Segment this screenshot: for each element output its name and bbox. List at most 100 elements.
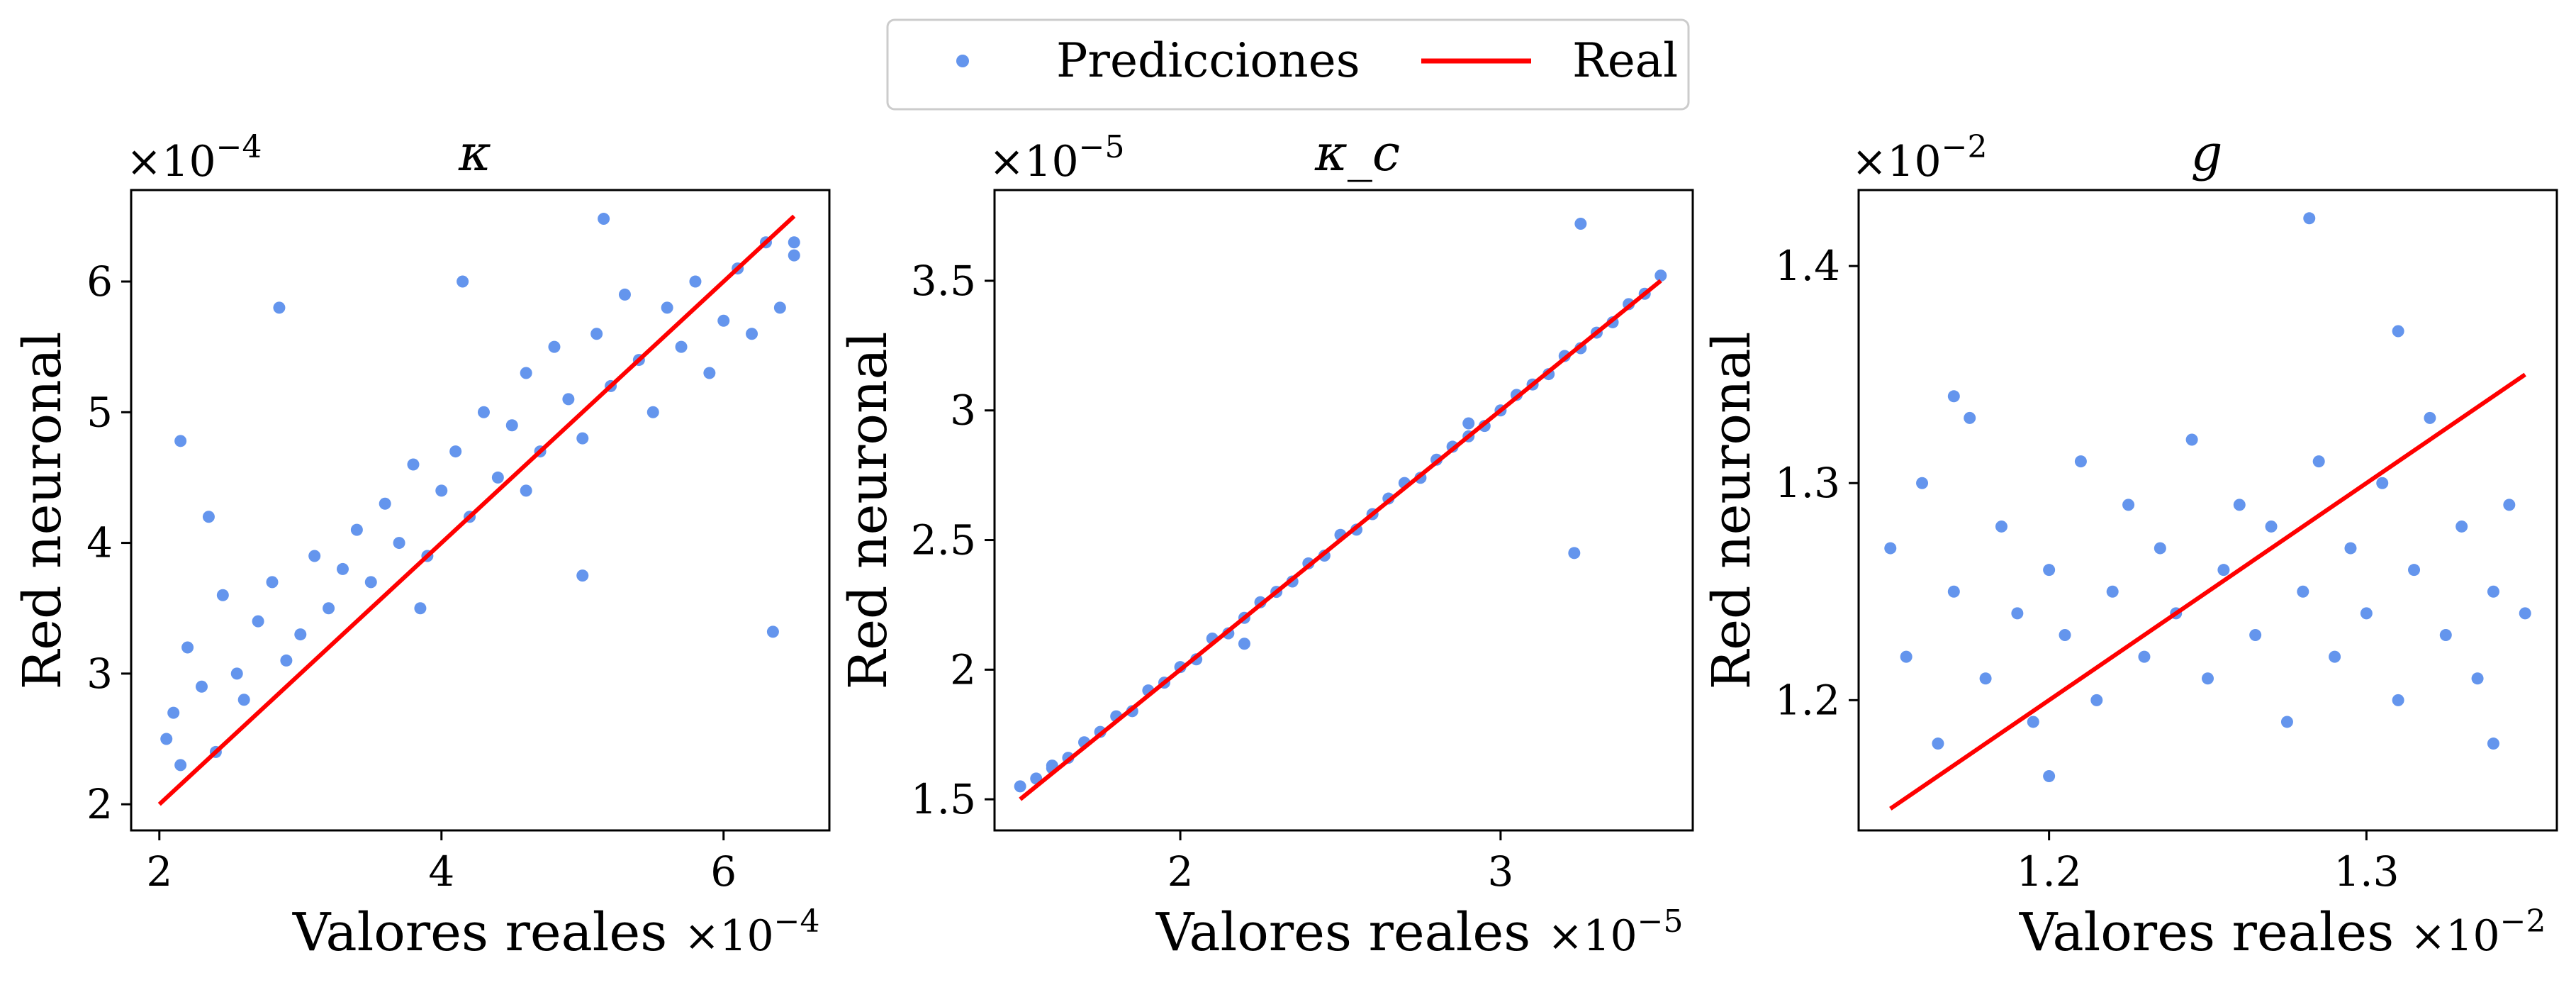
panel-3-data-point bbox=[2392, 325, 2404, 338]
panel-3-data-point bbox=[2043, 564, 2056, 577]
panel-3-data-point bbox=[2312, 455, 2325, 468]
panel-1-x-tick-label: 2 bbox=[146, 847, 172, 896]
panel-2-title: κ_c bbox=[1314, 124, 1400, 182]
panel-1-data-point bbox=[273, 301, 286, 314]
panel-1-data-point bbox=[202, 511, 215, 523]
panel-3-data-point bbox=[2360, 607, 2373, 620]
panel-1-data-point bbox=[294, 628, 307, 641]
panel-1-data-point bbox=[717, 314, 730, 327]
panel-3-data-point bbox=[1884, 542, 1897, 555]
panel-1-data-point bbox=[766, 625, 779, 638]
panel-1-data-point bbox=[266, 576, 279, 589]
panel-1-data-point bbox=[323, 602, 335, 615]
panel-2-x-tick-label: 3 bbox=[1487, 847, 1513, 896]
panel-3-data-point bbox=[2106, 585, 2119, 598]
panel-3-data-point bbox=[2027, 716, 2039, 728]
panel-3-data-point bbox=[2424, 411, 2436, 424]
panel-3-data-point bbox=[1932, 738, 1944, 750]
panel-1-data-point bbox=[167, 706, 180, 719]
panel-3-data-point bbox=[2471, 672, 2484, 685]
panel-2-frame bbox=[993, 189, 1694, 832]
panel-3-reference-line bbox=[1889, 372, 2526, 811]
panel-2-y-tick-label: 2 bbox=[950, 645, 976, 694]
panel-1-data-point bbox=[520, 484, 532, 497]
legend-label-predicciones: Predicciones bbox=[1056, 33, 1360, 88]
panel-1-data-point bbox=[336, 562, 349, 575]
panel-2-y-ticks: 1.5 2 2.5 3 3.5 bbox=[911, 257, 995, 823]
panel-1-x-axis-label: Valores reales bbox=[292, 902, 667, 963]
panel-3-data-point bbox=[1964, 411, 1976, 424]
panel-3-data-point bbox=[2233, 499, 2246, 511]
panel-3-data-point bbox=[1947, 390, 1960, 403]
panel-3-data-point bbox=[2408, 564, 2421, 577]
panel-1-data-point bbox=[414, 602, 427, 615]
panel-1-frame bbox=[130, 189, 831, 832]
panel-3-data-point bbox=[2297, 585, 2309, 598]
panel-1-data-point bbox=[788, 236, 800, 249]
panel-1-data-point bbox=[379, 497, 391, 510]
panel-2-y-tick-label: 1.5 bbox=[911, 775, 976, 823]
panel-3-data-point bbox=[2519, 607, 2531, 620]
panel-1-kappa: κ ×10−4 2 4 6 2 3 4 5 6 Valores reales ×10−4 R… bbox=[12, 124, 831, 963]
panel-3-x-axis-label: Valores reales bbox=[2019, 902, 2394, 963]
panel-1-data-point bbox=[216, 589, 229, 601]
panel-2-data-point bbox=[1654, 269, 1667, 282]
panel-1-data-point bbox=[230, 667, 243, 680]
panel-2-x-tick-label: 2 bbox=[1167, 847, 1194, 896]
panel-2-scatter-points bbox=[1014, 218, 1667, 793]
panel-3-g: g ×10−2 1.2 1.3 1.21.31.4 Valores reales … bbox=[1701, 124, 2558, 963]
panel-3-frame bbox=[1857, 189, 2558, 832]
panel-1-data-point bbox=[689, 275, 702, 288]
panel-3-data-point bbox=[2185, 433, 2198, 446]
panel-3-data-point bbox=[2503, 499, 2516, 511]
panel-3-data-point bbox=[2376, 477, 2389, 489]
panel-1-title: κ bbox=[458, 124, 491, 182]
panel-3-data-point bbox=[2455, 520, 2468, 533]
panel-3-data-point bbox=[2487, 738, 2499, 750]
panel-2-reference-line bbox=[1019, 279, 1662, 801]
panel-1-y-tick-label: 4 bbox=[86, 519, 113, 567]
panel-1-data-point bbox=[308, 550, 321, 562]
legend-frame bbox=[886, 18, 1690, 111]
panel-3-title: g bbox=[2191, 124, 2223, 182]
panel-3-data-point bbox=[2439, 629, 2452, 642]
panel-1-data-point bbox=[280, 654, 293, 667]
panel-1-data-point bbox=[491, 471, 504, 484]
panel-2-data-point bbox=[1014, 780, 1026, 793]
panel-3-y-tick-label: 1.2 bbox=[1775, 676, 1840, 724]
panel-1-y-offset: ×10−4 bbox=[126, 129, 262, 187]
panel-2-y-axis-label: Red neuronal bbox=[838, 332, 899, 690]
panel-3-x-offset: ×10−2 bbox=[2410, 903, 2546, 961]
panel-2-data-point bbox=[1574, 218, 1587, 230]
panel-1-data-point bbox=[449, 445, 462, 458]
legend: Predicciones Real bbox=[886, 18, 1690, 111]
legend-marker-predicciones bbox=[956, 55, 969, 67]
panel-1-data-point bbox=[788, 249, 800, 262]
panel-2-y-offset: ×10−5 bbox=[989, 129, 1125, 187]
panel-2-data-point bbox=[1238, 638, 1250, 650]
panel-1-data-point bbox=[598, 213, 610, 226]
panel-3-x-ticks: 1.2 1.3 bbox=[2017, 830, 2399, 896]
panel-3-x-tick-label: 1.3 bbox=[2334, 847, 2399, 896]
legend-label-real: Real bbox=[1572, 33, 1678, 88]
panel-2-y-tick-label: 3 bbox=[950, 386, 976, 435]
panel-1-data-point bbox=[477, 406, 490, 418]
panel-2-real-line bbox=[1019, 279, 1662, 801]
panel-1-data-point bbox=[364, 576, 377, 589]
panel-3-data-point bbox=[2280, 716, 2293, 728]
panel-1-data-point bbox=[520, 367, 532, 379]
panel-3-data-point bbox=[2059, 629, 2071, 642]
panel-3-data-point bbox=[2265, 520, 2278, 533]
panel-3-data-point bbox=[1979, 672, 1992, 685]
panel-1-data-point bbox=[773, 301, 786, 314]
panel-3-y-axis-label: Red neuronal bbox=[1701, 332, 1762, 690]
panel-1-data-point bbox=[562, 393, 575, 406]
panel-1-data-point bbox=[675, 340, 688, 353]
panel-1-y-tick-label: 6 bbox=[86, 257, 113, 306]
panel-2-x-axis-label: Valores reales bbox=[1155, 902, 1530, 963]
panel-1-data-point bbox=[576, 432, 589, 445]
panel-3-data-point bbox=[1995, 520, 2007, 533]
panel-3-data-point bbox=[2329, 650, 2341, 663]
panel-1-y-tick-label: 5 bbox=[86, 388, 113, 436]
